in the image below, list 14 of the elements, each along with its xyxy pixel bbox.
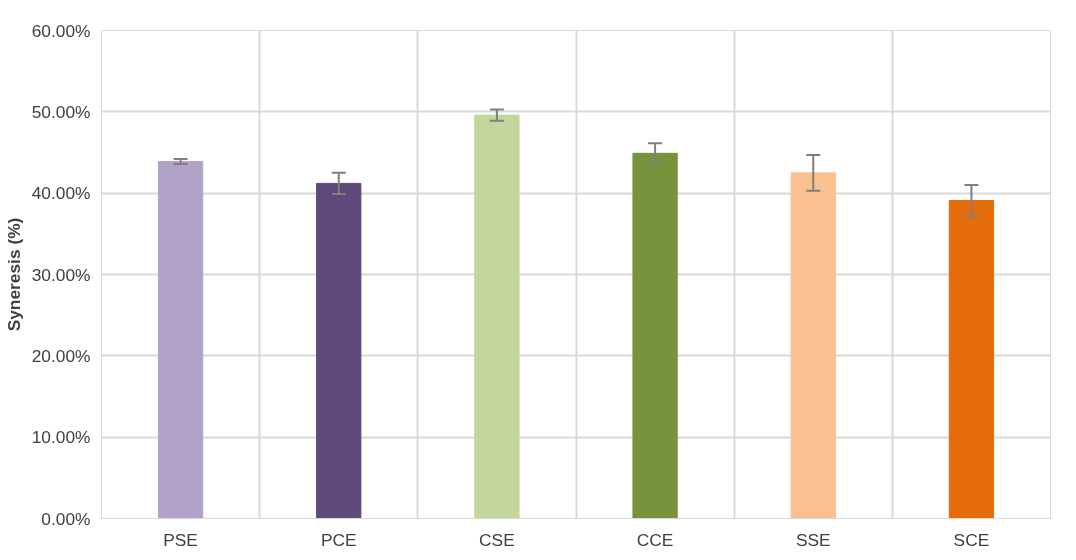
x-tick-label: SCE: [953, 529, 990, 550]
x-tick-label: CCE: [636, 529, 674, 550]
x-tick-label: PSE: [163, 529, 198, 550]
x-tick-label: PCE: [320, 529, 357, 550]
y-tick-label: 50.00%: [31, 101, 91, 122]
y-tick-label: 20.00%: [31, 345, 91, 366]
y-tick-label: 30.00%: [31, 264, 91, 285]
y-tick-label: 10.00%: [31, 427, 91, 448]
y-tick-label: 40.00%: [31, 183, 91, 204]
x-tick-label: CSE: [479, 529, 515, 550]
y-tick-label: 0.00%: [41, 508, 91, 529]
x-tick-label: SSE: [795, 529, 831, 550]
y-tick-label: 60.00%: [31, 20, 91, 41]
y-axis-title: Syneresis (%): [3, 217, 24, 332]
